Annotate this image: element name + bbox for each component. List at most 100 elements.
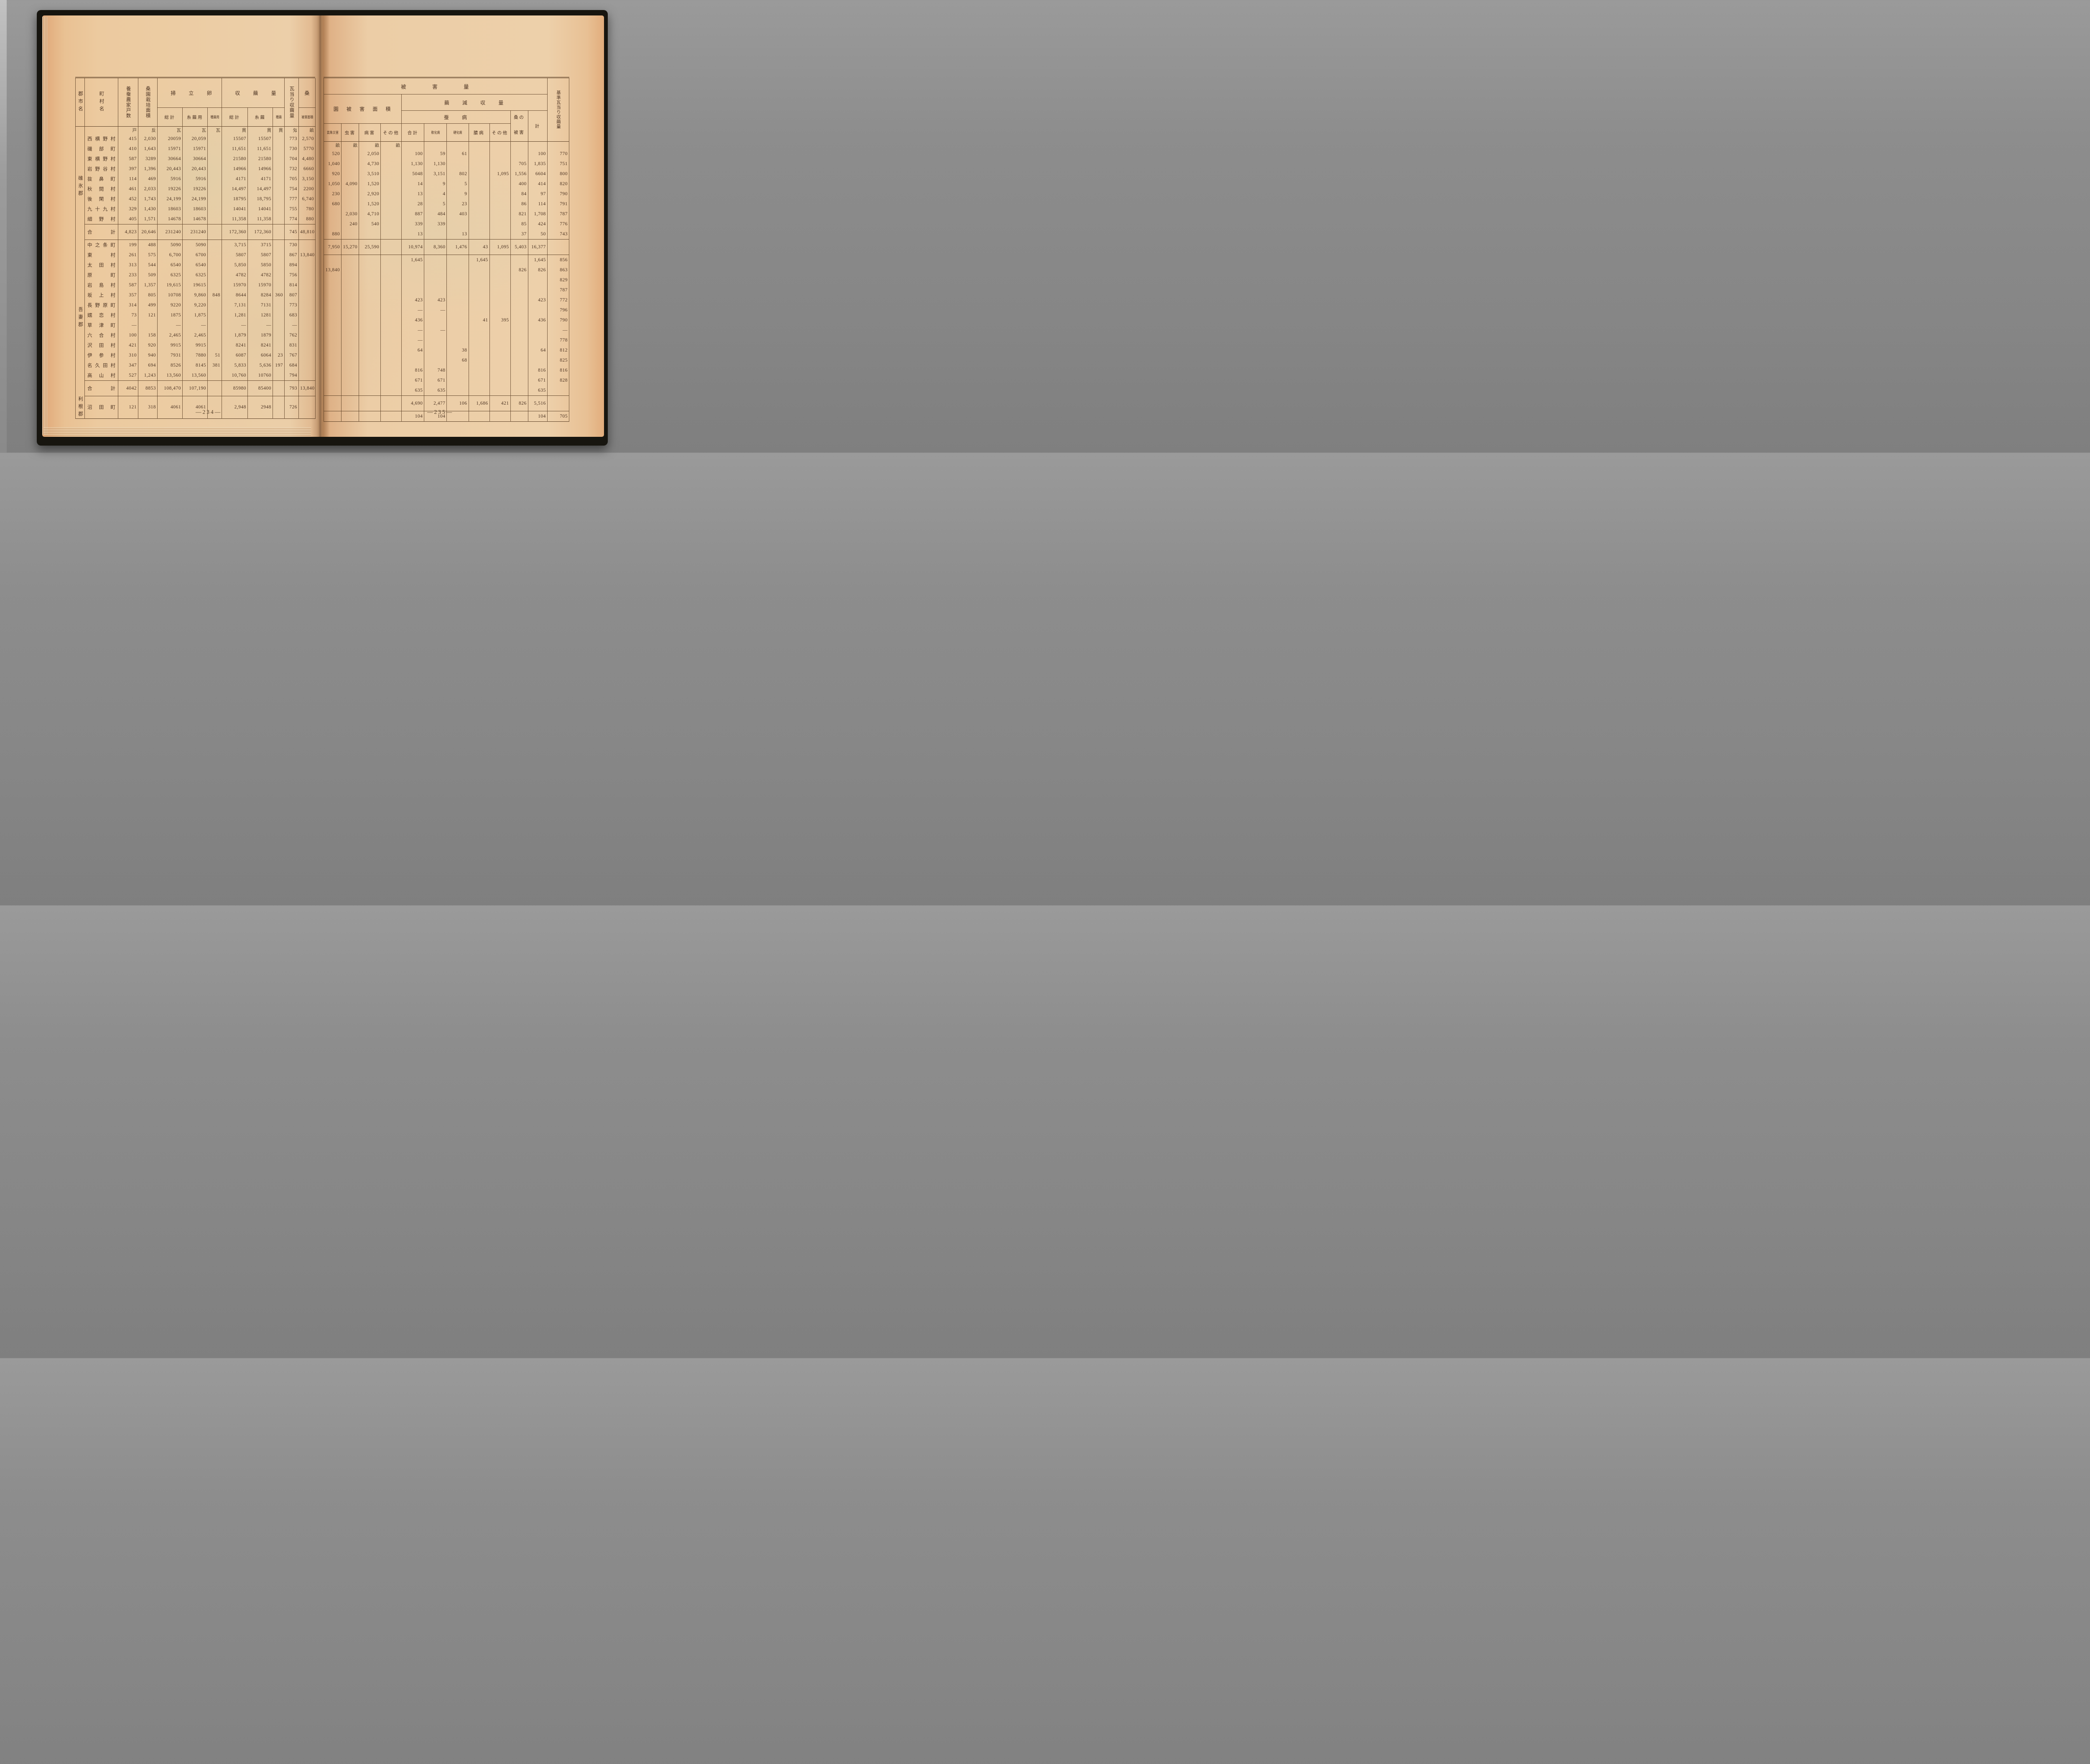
value-cell: [380, 305, 402, 315]
units-row: 畝畝畝畝: [323, 141, 570, 149]
value-cell: 3,510: [359, 169, 381, 179]
value-cell: [489, 411, 511, 422]
value-cell: 821: [510, 209, 528, 219]
value-cell: 415: [118, 134, 138, 144]
value-cell: —: [424, 325, 447, 335]
value-cell: 8853: [138, 380, 158, 396]
value-cell: [446, 285, 469, 295]
value-cell: 5: [424, 199, 447, 209]
value-cell: [489, 335, 511, 345]
value-cell: 767: [284, 350, 299, 360]
value-cell: 2,033: [138, 184, 158, 194]
value-cell: 7931: [157, 350, 183, 360]
col-insect-damage: 虫害: [341, 123, 359, 142]
value-cell: [489, 295, 511, 305]
value-cell: 6604: [528, 169, 548, 179]
value-cell: [489, 199, 511, 209]
value-cell: [528, 275, 548, 285]
table-row: — 778: [323, 335, 570, 345]
value-cell: 313: [118, 260, 138, 270]
value-cell: [446, 315, 469, 325]
value-cell: [380, 315, 402, 325]
col-eggs-silk: 糸繭用: [182, 107, 208, 127]
value-cell: [323, 355, 342, 365]
value-cell: [380, 219, 402, 229]
value-cell: [273, 214, 285, 224]
value-cell: 107,190: [182, 380, 208, 396]
table-row: 草津町 — — — — — —: [76, 320, 316, 330]
unit-cell: [528, 141, 548, 149]
value-cell: 5090: [182, 240, 208, 250]
value-cell: [273, 260, 285, 270]
value-cell: 21580: [247, 154, 273, 164]
value-cell: 5,850: [222, 260, 248, 270]
value-cell: [424, 345, 447, 355]
col-cocoon-seed: 種繭: [273, 107, 284, 127]
unit-cell: 戸: [118, 126, 138, 134]
value-cell: [273, 340, 285, 350]
value-cell: [510, 335, 528, 345]
value-cell: 73: [118, 310, 138, 320]
value-cell: 635: [528, 385, 548, 396]
col-standard-yield: 基準瓦当り収繭量: [547, 78, 570, 142]
town-name: 抜鼻町: [84, 174, 118, 184]
value-cell: 100: [118, 330, 138, 340]
town-name: 合計: [84, 224, 118, 240]
value-cell: [323, 385, 342, 396]
unit-cell: 貫: [247, 126, 273, 134]
value-cell: 8145: [182, 360, 208, 370]
unit-cell: 匁: [284, 126, 299, 134]
town-name: 太田村: [84, 260, 118, 270]
value-cell: 774: [284, 214, 299, 224]
value-cell: 1,708: [528, 209, 548, 219]
unit-cell: 反: [138, 126, 158, 134]
value-cell: [273, 300, 285, 310]
value-cell: [341, 229, 359, 240]
value-cell: [380, 229, 402, 240]
value-cell: [273, 280, 285, 290]
town-name: 後閑村: [84, 194, 118, 204]
value-cell: [207, 340, 222, 350]
value-cell: [446, 275, 469, 285]
value-cell: 61: [446, 149, 469, 159]
value-cell: 5770: [298, 144, 316, 154]
value-cell: 828: [547, 375, 570, 385]
value-cell: 9: [446, 189, 469, 199]
value-cell: 2200: [298, 184, 316, 194]
value-cell: [207, 184, 222, 194]
value-cell: 807: [284, 290, 299, 300]
value-cell: [380, 355, 402, 365]
value-cell: 199: [118, 240, 138, 250]
value-cell: —: [401, 335, 425, 345]
table-row: 合計 4,823 20,646 231240 231240 172,360 172,360 7…: [76, 224, 316, 240]
value-cell: [380, 295, 402, 305]
value-cell: 436: [401, 315, 425, 325]
table-row: 秋間村 461 2,033 19226 19226 14,497 14,497 754 2200: [76, 184, 316, 194]
value-cell: [298, 320, 316, 330]
value-cell: 3,715: [222, 240, 248, 250]
value-cell: 730: [284, 144, 299, 154]
value-cell: 4061: [157, 396, 183, 419]
value-cell: [298, 360, 316, 370]
col-mulberry: 桑: [298, 78, 316, 108]
value-cell: [207, 270, 222, 280]
value-cell: [298, 240, 316, 250]
value-cell: [341, 159, 359, 169]
value-cell: [341, 335, 359, 345]
col-eggs-total: 総計: [157, 107, 183, 127]
value-cell: 6,700: [157, 250, 183, 260]
table-row: 吾妻郡 中之条町 199 488 5090 5090 3,715 3715 730: [75, 240, 316, 396]
table-row: 沢田村 421 920 9915 9915 8241 8241 831: [76, 340, 316, 350]
value-cell: [207, 240, 222, 250]
town-name: 高山村: [84, 370, 118, 381]
value-cell: [341, 395, 359, 411]
value-cell: [341, 325, 359, 335]
value-cell: 13,840: [298, 250, 316, 260]
value-cell: [468, 385, 490, 396]
value-cell: [380, 159, 402, 169]
value-cell: 805: [138, 290, 158, 300]
value-cell: 59: [424, 149, 447, 159]
value-cell: [273, 320, 285, 330]
col-group-eggs: 掃立卵量: [157, 78, 222, 108]
units-row: 戸反瓦瓦瓦貫貫貫匁畝: [75, 126, 316, 134]
